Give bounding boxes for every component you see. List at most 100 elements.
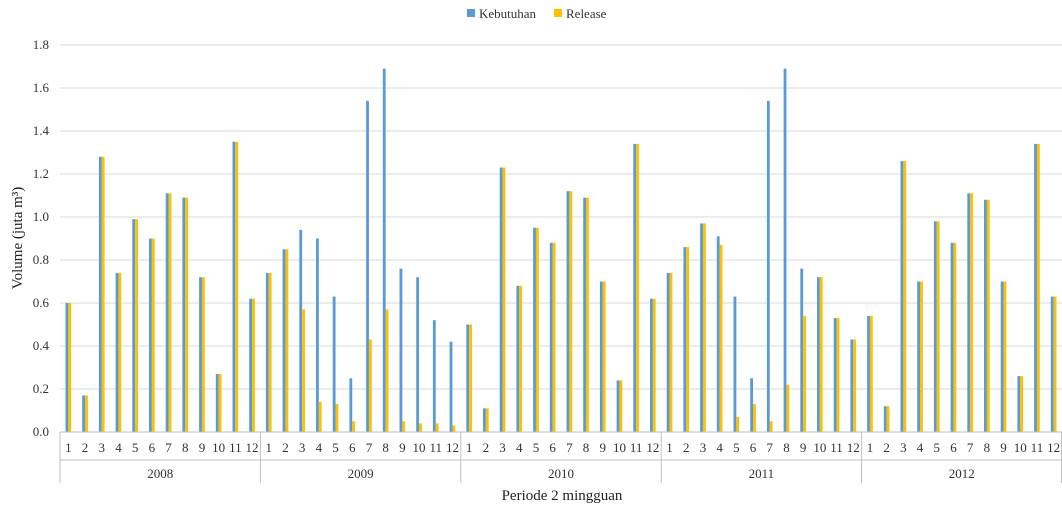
x-tick-label: 8 bbox=[583, 440, 590, 455]
bar-kebutuhan bbox=[466, 324, 470, 432]
x-tick-label: 2 bbox=[82, 440, 89, 455]
bar-release bbox=[252, 298, 255, 432]
y-tick-label: 1.0 bbox=[33, 209, 49, 224]
bar-release bbox=[535, 227, 539, 432]
bar-release bbox=[318, 401, 322, 432]
bar-release bbox=[936, 221, 940, 432]
bar-kebutuhan bbox=[616, 380, 620, 432]
x-tick-label: 4 bbox=[917, 440, 924, 455]
bar-release bbox=[686, 247, 690, 432]
axes: 0.00.20.40.60.81.01.21.41.61.81 2 3 4 5 6 7 8 9 1… bbox=[33, 37, 1062, 483]
x-tick-label: 3 bbox=[299, 440, 306, 455]
legend-label-kebutuhan: Kebutuhan bbox=[479, 6, 537, 21]
x-tick-label: 3 bbox=[99, 440, 106, 455]
x-tick-label: 2 bbox=[683, 440, 690, 455]
bar-release bbox=[1020, 376, 1024, 432]
x-tick-label: 10 bbox=[413, 440, 426, 455]
bar-release bbox=[485, 408, 489, 432]
bar-release bbox=[619, 380, 623, 432]
bar-kebutuhan bbox=[349, 378, 353, 432]
y-tick-label: 0.8 bbox=[33, 252, 49, 267]
bar-release bbox=[669, 272, 673, 432]
bar-kebutuhan bbox=[867, 315, 870, 432]
bar-release bbox=[1003, 281, 1007, 432]
bar-kebutuhan bbox=[182, 197, 186, 432]
bar-release bbox=[786, 384, 790, 432]
bar-kebutuhan bbox=[132, 219, 136, 432]
x-tick-label: 1 bbox=[466, 440, 473, 455]
x-tick-label: 5 bbox=[132, 440, 139, 455]
year-label: 2012 bbox=[949, 466, 975, 481]
bar-kebutuhan bbox=[98, 156, 102, 433]
x-tick-label: 3 bbox=[900, 440, 907, 455]
bar-kebutuhan bbox=[416, 277, 420, 432]
bar-release bbox=[68, 303, 72, 432]
y-axis-title: Volume (juta m³) bbox=[10, 187, 26, 290]
x-tick-label: 5 bbox=[332, 440, 339, 455]
bar-kebutuhan bbox=[366, 100, 369, 433]
bar-kebutuhan bbox=[950, 242, 954, 432]
bar-release bbox=[352, 421, 356, 432]
bar-release bbox=[368, 339, 372, 432]
x-tick-label: 11 bbox=[429, 440, 442, 455]
bar-release bbox=[920, 281, 923, 432]
year-label: 2008 bbox=[147, 466, 173, 481]
bar-release bbox=[886, 406, 890, 432]
x-tick-label: 9 bbox=[800, 440, 807, 455]
bar-kebutuhan bbox=[549, 242, 553, 432]
bar-release bbox=[1053, 296, 1057, 432]
bar-kebutuhan bbox=[232, 141, 236, 432]
x-tick-label: 7 bbox=[967, 440, 974, 455]
legend-swatch-release bbox=[554, 9, 562, 17]
bar-kebutuhan bbox=[215, 373, 219, 432]
bar-kebutuhan bbox=[883, 406, 887, 432]
bar-kebutuhan bbox=[967, 193, 971, 432]
x-tick-label: 10 bbox=[212, 440, 225, 455]
bar-kebutuhan bbox=[733, 296, 737, 432]
x-tick-label: 1 bbox=[65, 440, 72, 455]
x-tick-label: 7 bbox=[767, 440, 774, 455]
bar-release bbox=[903, 161, 907, 432]
grid-lines bbox=[60, 44, 1062, 433]
bar-release bbox=[569, 191, 573, 432]
x-tick-label: 4 bbox=[716, 440, 723, 455]
bar-release bbox=[201, 277, 205, 432]
bar-release bbox=[419, 423, 422, 432]
bar-kebutuhan bbox=[900, 161, 904, 432]
x-tick-label: 4 bbox=[516, 440, 523, 455]
bar-release bbox=[268, 272, 272, 432]
x-tick-label: 9 bbox=[199, 440, 206, 455]
bar-release bbox=[135, 219, 138, 432]
bar-kebutuhan bbox=[800, 268, 804, 432]
x-tick-label: 12 bbox=[847, 440, 860, 455]
x-tick-label: 8 bbox=[382, 440, 389, 455]
bar-kebutuhan bbox=[399, 268, 403, 432]
bar-release bbox=[853, 339, 857, 432]
bar-release bbox=[803, 315, 806, 432]
bar-kebutuhan bbox=[115, 272, 119, 432]
bar-kebutuhan bbox=[750, 378, 754, 432]
year-label: 2010 bbox=[548, 466, 574, 481]
bar-release bbox=[636, 143, 639, 432]
bar-release bbox=[101, 156, 105, 433]
bar-release bbox=[168, 193, 172, 432]
bar-kebutuhan bbox=[516, 285, 520, 432]
x-tick-label: 10 bbox=[813, 440, 826, 455]
bar-kebutuhan bbox=[316, 238, 319, 432]
legend-label-release: Release bbox=[566, 6, 607, 21]
x-tick-label: 10 bbox=[1014, 440, 1027, 455]
y-tick-label: 1.2 bbox=[33, 166, 49, 181]
legend-swatch-kebutuhan bbox=[467, 9, 475, 17]
bar-release bbox=[151, 238, 155, 432]
bar-kebutuhan bbox=[1050, 296, 1054, 432]
bar-release bbox=[970, 193, 973, 432]
bar-release bbox=[502, 167, 506, 433]
bar-kebutuhan bbox=[483, 408, 486, 432]
bar-release bbox=[602, 281, 606, 432]
x-tick-label: 5 bbox=[733, 440, 740, 455]
bar-kebutuhan bbox=[1017, 376, 1021, 432]
x-tick-label: 12 bbox=[246, 440, 259, 455]
bar-kebutuhan bbox=[817, 277, 820, 432]
